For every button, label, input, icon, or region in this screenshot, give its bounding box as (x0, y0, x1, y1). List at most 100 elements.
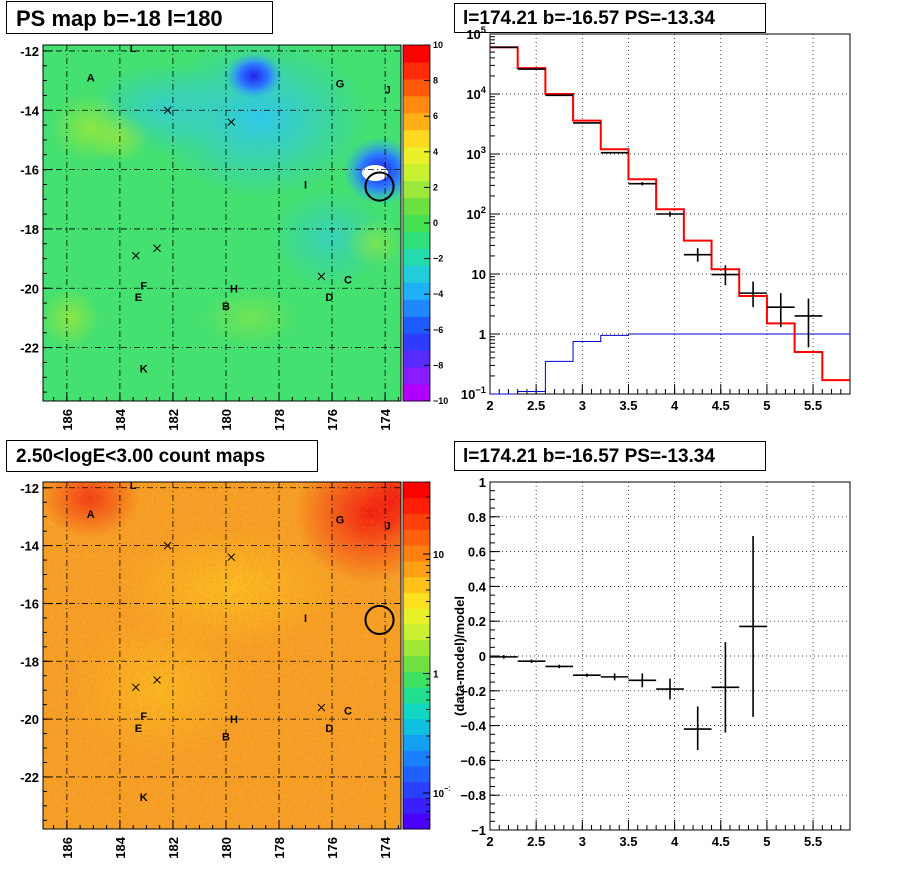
y-tick-label: -20 (20, 281, 39, 296)
spectrum-title: l=174.21 b=-16.57 PS=-13.34 (454, 3, 766, 33)
source-label-A: A (87, 73, 95, 85)
source-label-L: L (130, 480, 137, 492)
y-tick-label: 0.6 (468, 545, 486, 560)
colorbar-swatch (403, 718, 430, 735)
colorbar-swatch (403, 214, 430, 232)
y-tick-label: -22 (20, 341, 39, 356)
colorbar-swatch (403, 333, 430, 351)
source-cross-marker (163, 106, 172, 115)
source-cross-marker (163, 541, 172, 550)
tick-mantissa: 1 (479, 327, 486, 342)
count-map-title: 2.50<logE<3.00 count maps (6, 440, 318, 472)
test-source-circle (364, 171, 395, 202)
source-label-J: J (385, 520, 391, 532)
tick-exponent: 5 (481, 25, 486, 35)
colorbar-swatch (403, 750, 430, 767)
y-tick-label: 104 (466, 85, 486, 102)
colorbar-swatch (403, 702, 430, 720)
source-label-C: C (344, 274, 352, 286)
y-tick-label: 1 (479, 327, 486, 342)
x-tick-label: 182 (166, 409, 181, 431)
residual-title: l=174.21 b=-16.57 PS=-13.34 (454, 441, 766, 471)
source-label-L: L (130, 43, 137, 55)
colorbar-swatch (403, 367, 430, 385)
x-tick-label: 186 (60, 837, 75, 859)
x-tick-label: 5 (763, 834, 770, 849)
colorbar-swatch (403, 497, 430, 515)
source-cross-marker (131, 251, 140, 260)
y-tick-label: 0.8 (468, 510, 486, 525)
colorbar-swatch (403, 265, 430, 283)
x-tick-label: 176 (325, 409, 340, 431)
residual-chart: (data-model)/model 2 2.5 3 3.5 4 4.5 5 5.5 1 0.8 0… (452, 475, 851, 849)
colorbar-swatch (403, 78, 430, 97)
tick-mantissa: 10 (472, 267, 486, 282)
y-tick-label: −1 (471, 823, 486, 838)
colorbar-swatch (403, 163, 430, 182)
tick-mantissa: 1 (433, 669, 439, 680)
colorbar-tick-label: 10−1 (433, 784, 450, 800)
colorbar-tick-label: 4 (433, 147, 438, 157)
source-cross-marker (131, 683, 140, 692)
colorbar-swatch (403, 639, 430, 656)
tick-mantissa: 10 (466, 87, 480, 102)
y-tick-label: -14 (20, 539, 40, 554)
source-label-G: G (336, 515, 345, 527)
source-cross-marker (317, 703, 326, 712)
source-label-J: J (385, 85, 391, 97)
colorbar-swatch (403, 608, 430, 625)
y-tick-label: 0.2 (468, 614, 486, 629)
x-tick-label: 176 (325, 837, 340, 859)
source-cross-marker (153, 676, 161, 684)
tick-exponent: −1 (444, 784, 450, 793)
colorbar-tick-label: 0 (433, 218, 438, 228)
source-label-H: H (230, 283, 238, 295)
colorbar-frame (402, 481, 431, 830)
ps-map-blob (224, 52, 284, 100)
x-tick-label: 178 (272, 409, 287, 431)
source-label-I: I (304, 613, 307, 625)
tick-exponent: −1 (475, 385, 486, 395)
source-label-F: F (140, 280, 147, 292)
x-tick-label: 5.5 (804, 398, 822, 413)
x-tick-label: 5 (763, 398, 770, 413)
test-source-circle (364, 604, 395, 635)
colorbar-swatch (403, 61, 430, 80)
colorbar-swatch (403, 797, 430, 814)
x-tick-label: 3 (579, 398, 586, 413)
x-tick-label: 3 (579, 834, 586, 849)
x-tick-label: 182 (166, 837, 181, 859)
source-label-D: D (325, 292, 333, 304)
source-label-E: E (135, 292, 142, 304)
x-tick-label: 174 (378, 836, 393, 858)
count-map-chart: 186 184 182 180 178 176 174-12-14-16-18-20-22 … (20, 480, 450, 859)
colorbar-swatch (403, 95, 430, 114)
tick-mantissa: 10 (433, 789, 445, 800)
y-tick-label: -20 (20, 712, 39, 727)
source-label-B: B (222, 301, 230, 313)
colorbar-tick-label: −2 (433, 254, 443, 264)
source-cross-marker (317, 272, 326, 281)
source-label-A: A (87, 509, 95, 521)
residual-y-axis-label: (data-model)/model (452, 596, 467, 716)
colorbar-tick-label: 6 (433, 111, 438, 121)
y-tick-label: 103 (466, 145, 486, 162)
colorbar-swatch (403, 146, 430, 165)
colorbar-tick-label: 8 (433, 76, 438, 86)
x-tick-label: 2.5 (527, 398, 545, 413)
source-label-D: D (325, 723, 333, 735)
source-cross-marker (227, 118, 236, 126)
colorbar-swatch (403, 350, 430, 368)
colorbar-tick-label: −4 (433, 289, 443, 299)
colorbar-tick-label: 2 (433, 182, 438, 192)
colorbar-swatch (403, 513, 430, 530)
y-tick-label: 0 (479, 649, 486, 664)
tick-exponent: 2 (481, 205, 486, 215)
y-tick-label: −0.4 (460, 719, 486, 734)
y-tick-label: -22 (20, 770, 39, 785)
x-tick-label: 2 (486, 834, 493, 849)
x-tick-label: 178 (272, 837, 287, 859)
colorbar-swatch (403, 45, 430, 63)
map-frame (42, 481, 402, 830)
source-label-K: K (140, 792, 148, 804)
